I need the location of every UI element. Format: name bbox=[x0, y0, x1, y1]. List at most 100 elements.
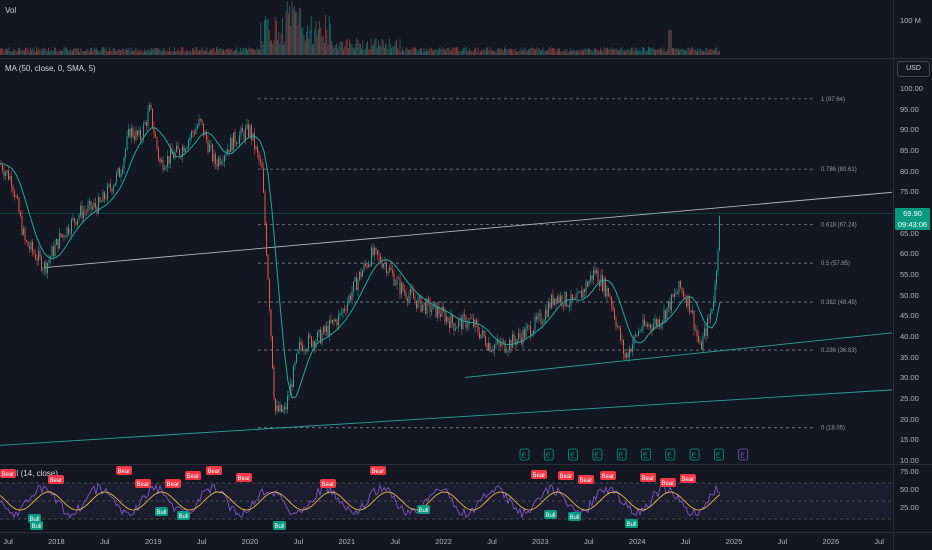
candle-body bbox=[567, 305, 569, 307]
volume-bar bbox=[115, 50, 116, 55]
candle-body bbox=[282, 409, 284, 412]
price-axis-tick: 15.00 bbox=[900, 435, 919, 445]
volume-bar bbox=[639, 48, 641, 55]
candle-body bbox=[531, 334, 533, 337]
volume-bar bbox=[630, 50, 631, 55]
candle-body bbox=[414, 298, 416, 301]
volume-bar bbox=[199, 49, 200, 55]
currency-button[interactable]: USD bbox=[897, 61, 930, 77]
rsi-pane[interactable]: RSI (14, close) Bear Bear Bear Bear Bear Bear… bbox=[0, 465, 892, 532]
candle-body bbox=[464, 314, 465, 317]
volume-bar bbox=[58, 50, 60, 55]
volume-bar bbox=[277, 40, 278, 55]
price-axis[interactable]: 100 M 100.0095.0090.0085.0080.0075.0070.… bbox=[893, 0, 932, 550]
volume-bar bbox=[82, 51, 84, 55]
volume-bar bbox=[246, 48, 247, 55]
volume-bar bbox=[482, 50, 484, 55]
volume-bar bbox=[650, 47, 652, 55]
volume-bar bbox=[718, 50, 720, 55]
volume-bar bbox=[184, 51, 186, 55]
volume-bar bbox=[124, 50, 126, 55]
volume-bar bbox=[136, 51, 138, 55]
volume-bar bbox=[512, 49, 514, 55]
volume-bar bbox=[288, 13, 289, 55]
volume-bar bbox=[70, 50, 72, 55]
candle-body bbox=[323, 326, 324, 334]
volume-bar bbox=[214, 51, 216, 55]
candle-body bbox=[326, 325, 327, 332]
candle-body bbox=[489, 343, 491, 352]
volume-bar bbox=[79, 51, 80, 55]
volume-bar bbox=[670, 30, 672, 55]
candle-body bbox=[450, 314, 452, 329]
candle-body bbox=[561, 295, 563, 305]
candle-body bbox=[167, 155, 168, 167]
candle-body bbox=[249, 125, 251, 137]
volume-bar bbox=[559, 48, 560, 55]
volume-bar bbox=[519, 50, 521, 55]
candle-body bbox=[527, 325, 528, 328]
volume-bar bbox=[333, 48, 335, 55]
volume-bar bbox=[271, 39, 272, 55]
candle-body bbox=[482, 330, 483, 335]
volume-bar bbox=[699, 48, 701, 55]
volume-bar bbox=[354, 49, 355, 55]
candle-body bbox=[318, 329, 320, 332]
volume-bar bbox=[99, 50, 101, 55]
candle-body bbox=[32, 241, 33, 252]
volume-bar bbox=[128, 47, 130, 55]
candle-body bbox=[417, 297, 419, 309]
price-pane[interactable]: MA (50, close, 0, SMA, 5) 1 (97.64) 0.786… bbox=[0, 59, 892, 464]
rsi-indicator-label[interactable]: RSI (14, close) bbox=[5, 469, 58, 478]
candle-body bbox=[125, 149, 126, 158]
volume-bar bbox=[592, 51, 594, 55]
earnings-badge bbox=[519, 448, 530, 461]
volume-bar bbox=[104, 48, 106, 55]
candle-body bbox=[93, 203, 95, 207]
volume-bar bbox=[544, 50, 546, 55]
volume-bar bbox=[568, 51, 570, 55]
candle-body bbox=[554, 298, 555, 305]
volume-bar bbox=[658, 49, 660, 55]
time-axis[interactable]: Jul 2018 Jul 2019 Jul 2020 Jul 2021 Jul 2022 Jul 20… bbox=[0, 533, 892, 550]
volume-bar bbox=[307, 25, 308, 55]
volume-bar bbox=[117, 49, 119, 55]
ma-indicator-label[interactable]: MA (50, close, 0, SMA, 5) bbox=[5, 64, 96, 73]
earnings-badge bbox=[568, 448, 578, 461]
candle-body bbox=[351, 292, 353, 301]
candle-body bbox=[81, 206, 83, 219]
candle-body bbox=[564, 292, 566, 307]
candle-body bbox=[77, 219, 78, 225]
volume-pane[interactable]: Vol bbox=[0, 0, 892, 58]
bull-tag bbox=[28, 514, 41, 523]
candle-body bbox=[210, 144, 212, 146]
volume-bar bbox=[328, 16, 330, 55]
candle-body bbox=[581, 291, 582, 298]
candle-body bbox=[374, 247, 375, 256]
volume-bar bbox=[261, 40, 263, 55]
candle-body bbox=[626, 352, 627, 358]
volume-bar bbox=[268, 29, 270, 55]
candle-body bbox=[71, 219, 72, 234]
candle-body bbox=[431, 309, 432, 313]
pane-separator[interactable] bbox=[0, 58, 932, 59]
volume-bar bbox=[624, 50, 625, 55]
volume-bar bbox=[534, 49, 535, 55]
volume-bar bbox=[374, 39, 376, 55]
candle-body bbox=[92, 206, 93, 210]
volume-bar bbox=[528, 49, 529, 55]
candle-body bbox=[290, 383, 291, 396]
volume-bar bbox=[570, 48, 571, 55]
candle-body bbox=[44, 262, 45, 269]
bear-tag-label: Bear bbox=[322, 482, 335, 488]
volume-bar bbox=[182, 47, 184, 55]
candle-body bbox=[41, 256, 42, 271]
volume-bar bbox=[390, 43, 391, 55]
volume-bar bbox=[110, 50, 112, 55]
volume-bar bbox=[405, 47, 407, 55]
candle-body bbox=[642, 319, 644, 330]
volume-bar bbox=[561, 51, 563, 55]
candle-body bbox=[623, 339, 624, 354]
pane-separator[interactable] bbox=[0, 464, 932, 465]
candle-body bbox=[111, 188, 113, 192]
